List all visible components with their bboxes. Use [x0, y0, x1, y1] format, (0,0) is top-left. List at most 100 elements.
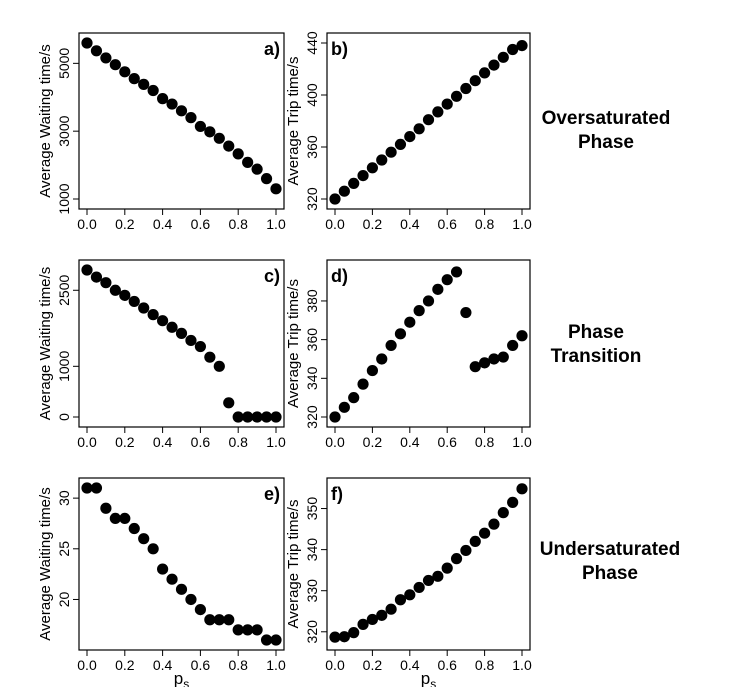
x-axis-label: ps: [421, 669, 436, 687]
row-label-undersaturated: Undersaturated Phase: [510, 538, 710, 586]
y-tick-label: 5000: [56, 48, 72, 79]
y-tick-label: 380: [304, 289, 320, 313]
data-point: [507, 339, 519, 352]
y-axis-label: Average Waiting time/s: [37, 267, 54, 420]
plot-frame: [326, 477, 531, 651]
x-tick-label: 0.6: [191, 657, 211, 673]
data-point: [376, 353, 388, 365]
data-point: [385, 146, 397, 158]
data-point: [488, 353, 500, 365]
data-point: [338, 631, 350, 643]
x-tick-label: 0.2: [363, 216, 383, 232]
data-point: [251, 624, 263, 636]
data-point: [441, 274, 453, 286]
y-tick-label: 340: [304, 538, 320, 562]
y-tick-label: 320: [304, 620, 320, 644]
data-point: [329, 193, 341, 205]
data-point: [251, 163, 263, 175]
y-tick-label: 1000: [56, 351, 72, 382]
row-label-line: Phase: [582, 563, 638, 584]
data-point: [185, 334, 197, 347]
data-point: [90, 45, 103, 57]
data-point: [260, 173, 273, 185]
data-point: [119, 512, 131, 525]
x-tick-label: 0.4: [400, 657, 420, 673]
data-point: [223, 140, 235, 152]
x-tick-label: 0.0: [77, 216, 97, 232]
x-tick-label: 1.0: [266, 216, 286, 232]
data-point: [376, 154, 388, 166]
x-tick-label: 0.2: [363, 657, 383, 673]
plot-frame: [78, 477, 285, 651]
data-point: [81, 37, 93, 49]
data-point: [223, 614, 235, 626]
data-point: [488, 59, 500, 71]
y-tick-label: 320: [304, 187, 320, 211]
data-point: [507, 496, 519, 508]
data-point: [213, 132, 225, 144]
data-point: [404, 131, 416, 143]
data-point: [232, 624, 244, 636]
data-point: [422, 574, 435, 587]
data-point: [213, 614, 225, 626]
data-point: [348, 177, 360, 189]
data-point: [422, 295, 435, 307]
data-point: [441, 98, 453, 110]
data-point: [194, 604, 206, 616]
data-point: [432, 283, 444, 295]
y-tick-label: 350: [304, 497, 320, 521]
data-point: [223, 397, 235, 409]
data-point: [100, 277, 112, 289]
y-axis-label: Average Waiting time/s: [37, 44, 54, 197]
x-tick-label: 0.0: [325, 657, 345, 673]
y-tick-label: 1000: [56, 183, 72, 214]
data-point: [413, 123, 425, 135]
y-tick-label: 2500: [56, 274, 72, 305]
data-point: [109, 512, 121, 525]
data-point: [432, 570, 444, 582]
data-point: [157, 315, 169, 327]
panel-label: c): [264, 266, 280, 286]
data-point: [376, 609, 388, 621]
x-tick-label: 0.6: [191, 216, 211, 232]
x-tick-label: 0.2: [115, 434, 135, 450]
data-point: [432, 106, 444, 118]
data-point: [366, 364, 378, 377]
data-point: [90, 482, 103, 494]
x-axis-label-subscript: s: [430, 677, 436, 687]
data-point: [251, 411, 263, 423]
x-tick-label: 0.4: [153, 657, 173, 673]
data-point: [450, 266, 463, 278]
y-axis-label: Average Trip time/s: [285, 279, 302, 408]
y-axis-label: Average Trip time/s: [285, 57, 302, 186]
x-tick-label: 1.0: [266, 657, 286, 673]
x-tick-label: 0.0: [77, 657, 97, 673]
data-point: [157, 563, 169, 575]
data-point: [338, 401, 350, 413]
panel-label: a): [264, 39, 280, 59]
data-point: [260, 634, 273, 646]
data-point: [119, 66, 131, 78]
data-point: [479, 527, 491, 539]
data-point: [348, 627, 360, 639]
x-tick-label: 0.6: [191, 434, 211, 450]
x-tick-label: 0.6: [437, 216, 457, 232]
data-point: [166, 321, 178, 333]
y-tick-label: 340: [304, 366, 320, 390]
data-point: [516, 330, 528, 342]
data-point: [469, 75, 481, 87]
data-point: [413, 581, 425, 594]
row-label-line: Transition: [550, 346, 642, 367]
panel-label: d): [331, 266, 348, 286]
data-point: [385, 603, 397, 615]
row-label-line: Undersaturated: [539, 539, 681, 560]
x-tick-label: 0.4: [153, 434, 173, 450]
x-tick-label: 0.2: [115, 216, 135, 232]
data-point: [469, 535, 481, 548]
data-point: [109, 284, 121, 296]
data-point: [270, 634, 282, 646]
data-point: [404, 316, 416, 328]
data-point: [450, 553, 463, 565]
data-point: [185, 593, 197, 606]
data-point: [194, 340, 206, 353]
